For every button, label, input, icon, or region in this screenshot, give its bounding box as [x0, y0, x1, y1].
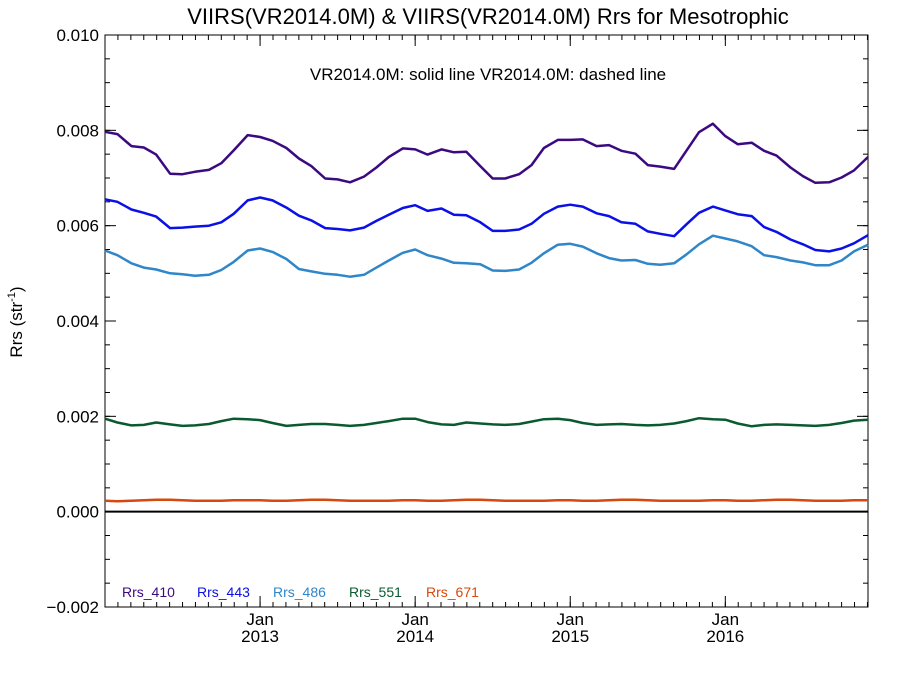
y-tick-label: 0.008 — [56, 121, 99, 140]
legend-item-rrs-671: Rrs_671 — [426, 584, 479, 600]
y-tick-label: 0.010 — [56, 26, 99, 45]
y-tick-label: 0.000 — [56, 503, 99, 522]
x-tick-year-label: 2015 — [551, 627, 589, 646]
legend-item-rrs-410: Rrs_410 — [122, 584, 175, 600]
x-tick-month-label: Jan — [557, 610, 584, 629]
x-tick-year-label: 2014 — [396, 627, 434, 646]
x-tick-month-label: Jan — [246, 610, 273, 629]
x-tick-month-label: Jan — [401, 610, 428, 629]
legend-item-rrs-486: Rrs_486 — [273, 584, 326, 600]
y-axis-label-close: ) — [7, 286, 26, 292]
y-tick-label: 0.004 — [56, 312, 99, 331]
x-tick-month-label: Jan — [712, 610, 739, 629]
series-line-rrs-443 — [104, 196, 869, 253]
series-line-rrs-551 — [104, 416, 869, 428]
plot-area: −0.0020.0000.0020.0040.0060.0080.010Jan2… — [47, 26, 869, 646]
series-line-rrs-410 — [104, 122, 869, 185]
y-tick-label: 0.002 — [56, 407, 99, 426]
y-tick-label: 0.006 — [56, 217, 99, 236]
series-line-rrs-671 — [104, 498, 868, 503]
legend-item-rrs-551: Rrs_551 — [349, 584, 402, 600]
y-axis-label: Rrs (str-1) — [6, 286, 26, 357]
x-tick-year-label: 2013 — [241, 627, 279, 646]
chart-annotation: VR2014.0M: solid line VR2014.0M: dashed … — [310, 65, 666, 84]
series-line-rrs-486 — [104, 234, 869, 278]
x-tick-year-label: 2016 — [706, 627, 744, 646]
y-axis-label-main: Rrs (str — [7, 302, 26, 358]
chart-title: VIIRS(VR2014.0M) & VIIRS(VR2014.0M) Rrs … — [187, 4, 789, 29]
plot-frame — [104, 34, 869, 608]
legend-item-rrs-443: Rrs_443 — [197, 584, 250, 600]
y-tick-label: −0.002 — [47, 598, 99, 617]
y-axis-label-sup: -1 — [6, 292, 18, 302]
